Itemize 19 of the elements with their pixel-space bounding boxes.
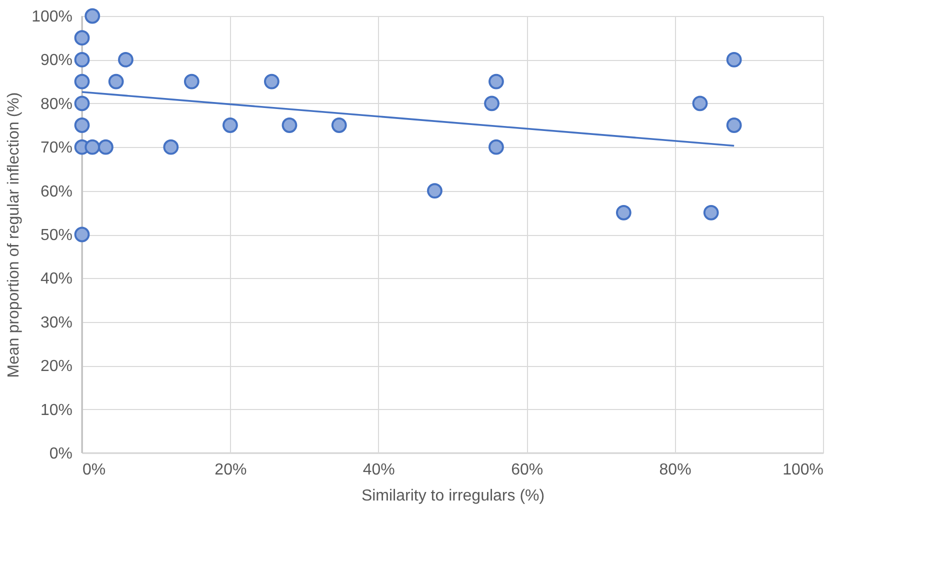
y-tick-label: 40% [40, 270, 72, 288]
y-tick-label: 0% [49, 446, 72, 462]
y-tick-label: 100% [32, 8, 72, 26]
x-axis-title: Similarity to irregulars (%) [361, 488, 545, 504]
x-tick-label: 40% [362, 462, 395, 478]
x-tick-label: 0% [82, 462, 106, 478]
y-tick-label: 90% [40, 52, 72, 70]
y-axis-title: Mean proportion of regular inflection (%) [6, 92, 23, 378]
y-tick-label: 10% [40, 402, 72, 419]
y-tick-label: 80% [40, 96, 72, 113]
y-tick-label: 30% [40, 314, 72, 332]
y-tick-label: 20% [40, 358, 72, 376]
x-tick-label: 20% [214, 462, 247, 478]
y-tick-label: 60% [40, 183, 72, 200]
y-tick-label: 70% [40, 140, 72, 157]
x-tick-label: 80% [659, 462, 692, 478]
x-tick-label: 60% [511, 462, 544, 478]
x-tick-label: 100% [782, 462, 824, 478]
y-tick-label: 50% [40, 227, 72, 244]
